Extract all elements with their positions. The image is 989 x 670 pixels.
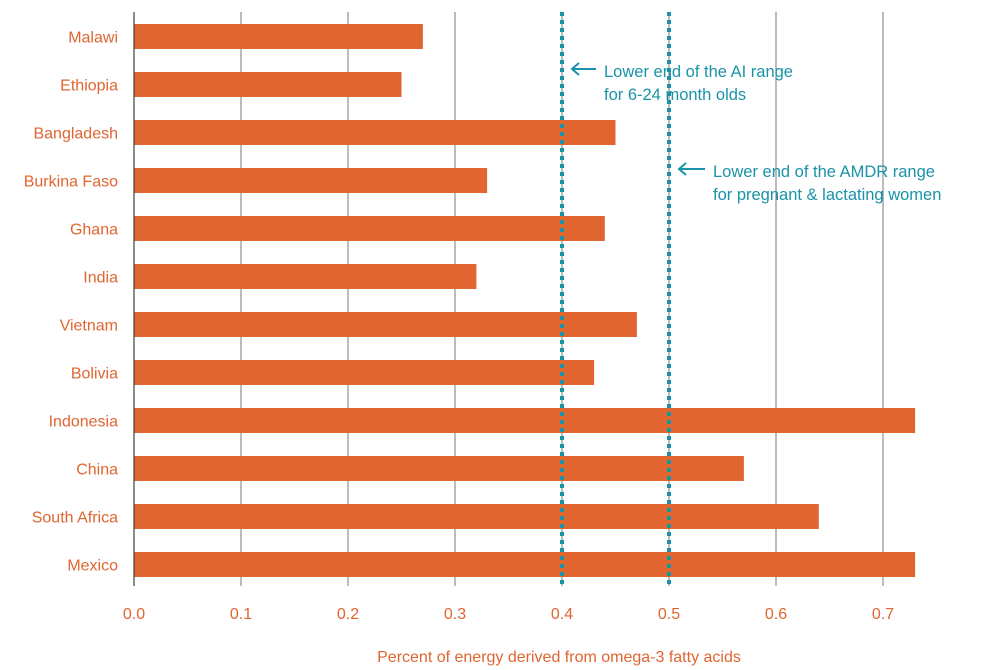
bar — [134, 456, 744, 481]
category-label: Bangladesh — [33, 126, 118, 143]
category-label: Vietnam — [60, 318, 118, 335]
bar — [134, 120, 616, 145]
arrow-head-icon — [677, 162, 687, 176]
gridlines — [240, 12, 884, 586]
x-axis-title: Percent of energy derived from omega-3 f… — [377, 649, 741, 666]
reference-annotation: Lower end of the AMDR range — [713, 163, 935, 181]
bar — [134, 216, 605, 241]
x-tick-label: 0.7 — [872, 606, 894, 623]
category-label: Ethiopia — [60, 78, 118, 95]
category-label: Bolivia — [71, 366, 118, 383]
bar — [134, 408, 916, 433]
x-tick-label: 0.5 — [658, 606, 680, 623]
arrow-head-icon — [570, 62, 580, 76]
reference-annotation: Lower end of the AI range — [604, 63, 793, 81]
labels: 0.0 0.1 0.2 0.3 0.4 0.5 0.6 0.7 Malawi Ethiopia Ba… — [24, 30, 942, 624]
category-label: India — [83, 270, 118, 287]
reference-annotation: for 6-24 month olds — [604, 86, 746, 104]
x-tick-label: 0.0 — [123, 606, 145, 623]
bar — [134, 24, 423, 49]
x-tick-label: 0.3 — [444, 606, 466, 623]
category-label: China — [76, 462, 118, 479]
category-label: South Africa — [32, 510, 118, 527]
category-label: Mexico — [67, 558, 118, 575]
bar — [134, 552, 916, 577]
category-label: Ghana — [70, 222, 118, 239]
category-label: Indonesia — [49, 414, 118, 431]
x-tick-label: 0.4 — [551, 606, 573, 623]
category-label: Burkina Faso — [24, 174, 118, 191]
x-tick-label: 0.6 — [765, 606, 787, 623]
bar — [134, 168, 488, 193]
x-tick-label: 0.1 — [230, 606, 252, 623]
x-tick-label: 0.2 — [337, 606, 359, 623]
category-label: Malawi — [68, 30, 118, 47]
bar — [134, 504, 819, 529]
bar — [134, 312, 637, 337]
reference-lines — [560, 12, 705, 586]
reference-annotation: for pregnant & lactating women — [713, 186, 941, 204]
bar — [134, 72, 402, 97]
bar — [134, 360, 595, 385]
bar — [134, 264, 477, 289]
bars — [134, 24, 916, 577]
